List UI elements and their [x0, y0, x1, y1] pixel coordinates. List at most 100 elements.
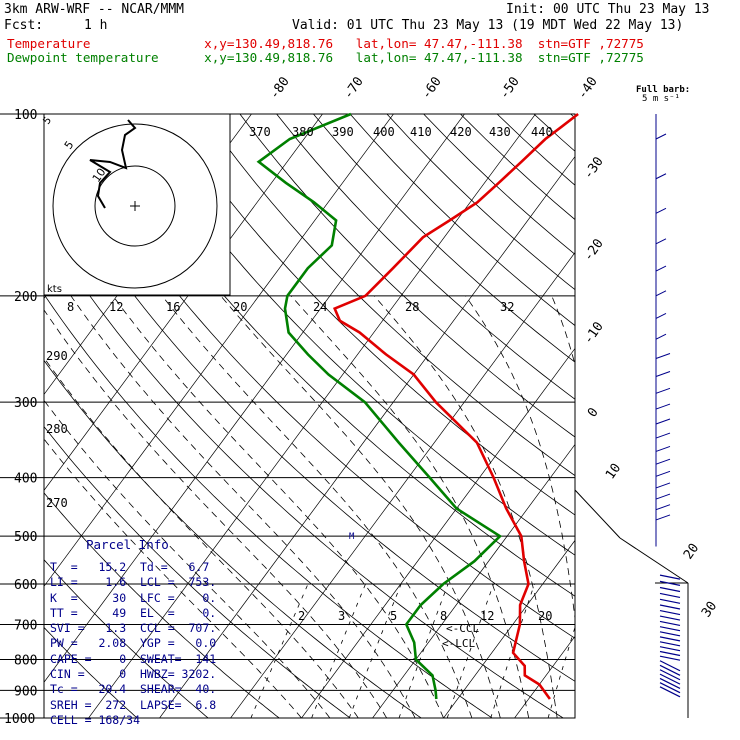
parcel-info-row: K = 30 LFC = 0. — [50, 590, 217, 605]
hodo-speed-label: 28 — [405, 300, 419, 314]
hodo-units: kts — [47, 284, 62, 295]
model-title: 3km ARW-WRF -- NCAR/MMM — [4, 2, 185, 17]
isotherm-label: -20 — [581, 236, 607, 264]
wind-barb — [655, 173, 667, 180]
dry-adiabat — [386, 114, 575, 291]
isotherm-label: -30 — [581, 154, 607, 182]
dry-adiabat — [349, 114, 575, 327]
parcel-info-row: SVI = 1.3 CCL = 707. — [50, 621, 217, 636]
wind-barb — [659, 626, 681, 632]
dry-adiabat — [312, 114, 575, 363]
wind-barb — [655, 458, 671, 465]
dry-adiabat — [44, 359, 422, 718]
isotherm-label: -50 — [497, 74, 523, 102]
wind-barb — [659, 650, 681, 657]
isotherm-line — [44, 114, 323, 491]
pressure-tick-label: 900 — [14, 684, 37, 699]
theta-label: 400 — [373, 125, 395, 139]
wind-barbs — [574, 114, 689, 718]
isotherm-line — [514, 635, 575, 718]
wind-barb — [659, 673, 681, 685]
temperature-legend: Temperature x,y=130.49,818.76 lat,lon= 4… — [7, 36, 644, 51]
init-time: Init: 00 UTC Thu 23 May 13 — [506, 2, 710, 17]
wind-barb — [655, 514, 671, 521]
theta-label: 440 — [531, 125, 553, 139]
moist-adiabat — [44, 357, 359, 718]
hodo-speed-label: 24 — [313, 300, 327, 314]
isotherm-line — [159, 155, 575, 718]
wind-barb — [655, 353, 671, 359]
pressure-tick-label: 500 — [14, 530, 37, 545]
lcl-marker: <-LCL — [442, 637, 476, 650]
isotherm-label: -40 — [575, 74, 601, 102]
mixing-ratio-label: 12 — [480, 609, 494, 623]
mixing-ratio-label: 3 — [338, 609, 345, 623]
wind-barb — [659, 682, 681, 694]
dewpoint-trace — [256, 112, 503, 700]
wind-barb — [655, 445, 671, 452]
barb-legend-title: Full barb: — [636, 85, 691, 95]
isotherm-line — [647, 86, 740, 730]
hodograph-trace — [89, 119, 137, 209]
hodo-speed-label: 32 — [500, 300, 514, 314]
theta-label: 290 — [46, 349, 68, 363]
parcel-info-row: T = 15.2 Td = 6.7 — [50, 560, 210, 574]
ccl-marker: <-CCL — [446, 622, 480, 635]
isotherm-label: -60 — [419, 74, 445, 102]
plot-frame — [43, 113, 576, 719]
wind-barb — [659, 636, 681, 642]
isotherm-label: -70 — [341, 74, 367, 102]
theta-label: 380 — [292, 125, 314, 139]
dry-adiabat — [44, 226, 564, 718]
wind-barb — [659, 641, 681, 647]
moist-adiabat — [220, 295, 501, 718]
wind-barb — [655, 333, 667, 340]
isotherm-line — [44, 114, 465, 683]
pressure-tick-label: 800 — [14, 653, 37, 668]
parcel-info-row: PW = 2.08 YGP = 0.0 — [50, 636, 217, 651]
pressure-tick-label: 1000 — [4, 712, 35, 727]
wind-barb — [659, 574, 681, 580]
mixing-ratio-line — [446, 583, 494, 718]
dry-adiabat — [496, 114, 575, 186]
wind-barb — [659, 610, 681, 616]
wind-barb — [659, 686, 681, 698]
wind-barb — [655, 418, 671, 425]
mixing-ratio-label: 20 — [538, 609, 552, 623]
hodo-ring-10 — [52, 123, 218, 289]
isotherm-label: -10 — [581, 319, 607, 347]
barb-legend-value: 5 m s⁻¹ — [642, 94, 680, 104]
theta-label: 410 — [410, 125, 432, 139]
wind-barb — [655, 312, 667, 319]
wind-barb — [659, 655, 681, 661]
theta-label: 270 — [46, 496, 68, 510]
parcel-info-row: TT = 49 EL = 0. — [50, 605, 217, 620]
wind-barb — [655, 482, 671, 489]
isotherm-line — [230, 251, 575, 718]
hodograph-box — [43, 113, 231, 296]
wind-barb — [659, 586, 681, 593]
valid-time: Valid: 01 UTC Thu 23 May 13 (19 MDT Wed … — [292, 18, 684, 33]
barb-frame-diag — [619, 537, 689, 584]
mixing-ratio-label: 5 — [390, 609, 397, 623]
sounding-traces — [256, 112, 579, 700]
pressure-tick-label: 700 — [14, 618, 37, 633]
dry-adiabat — [533, 114, 575, 152]
parcel-info-title: Parcel Info — [86, 537, 169, 552]
temperature-trace — [332, 112, 579, 700]
parcel-info-row: CELL = 168/34 — [50, 712, 141, 727]
wind-barb — [655, 371, 671, 377]
wind-barb — [655, 238, 667, 245]
dry-adiabat — [44, 159, 575, 682]
wind-barb — [655, 133, 667, 140]
theta-label: 420 — [450, 125, 472, 139]
dewpoint-legend: Dewpoint temperature x,y=130.49,818.76 l… — [7, 50, 644, 65]
wind-barb — [659, 669, 681, 681]
pressure-tick-label: 600 — [14, 578, 37, 593]
mixing-ratio-label: 2 — [298, 609, 305, 623]
pressure-tick-label: 100 — [14, 108, 37, 123]
moist-adiabat — [290, 295, 530, 718]
wind-barb — [659, 598, 681, 604]
isotherm-line — [443, 539, 575, 718]
